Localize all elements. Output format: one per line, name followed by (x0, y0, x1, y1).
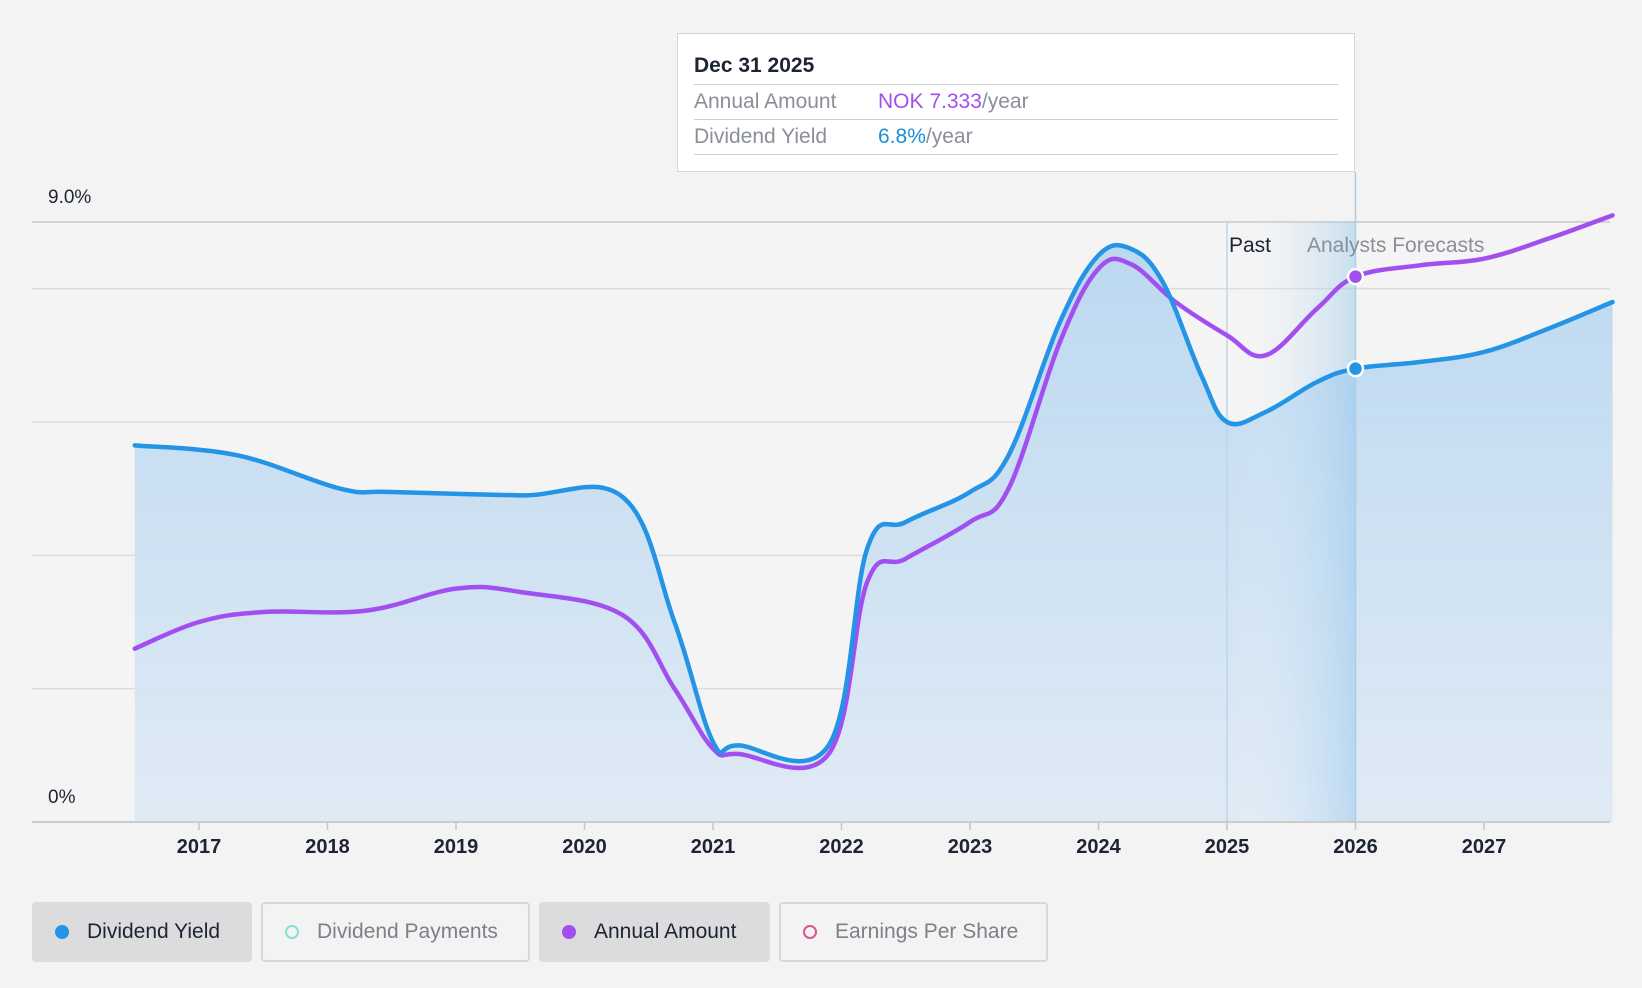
legend-label: Earnings Per Share (835, 920, 1019, 943)
tooltip-label: Annual Amount (694, 90, 837, 113)
legend-label: Dividend Yield (87, 920, 221, 943)
legend-label: Dividend Payments (317, 920, 498, 943)
x-tick-label: 2027 (1461, 836, 1507, 858)
past-region-label: Past (1229, 234, 1272, 257)
dividend-yield-line (132, 242, 1615, 764)
forecast-region-label: Analysts Forecasts (1307, 234, 1485, 257)
x-tick-label: 2017 (176, 836, 222, 858)
tooltip-value: NOK 7.333 (878, 90, 982, 113)
tooltip-row-annual-amount: Annual Amount NOK 7.333 /year (694, 85, 1338, 120)
tooltip-label: Dividend Yield (694, 125, 828, 148)
annual-amount-line (132, 213, 1615, 771)
legend-dot-icon (55, 925, 69, 939)
x-tick-label: 2020 (562, 836, 607, 858)
tooltip-row-dividend-yield: Dividend Yield 6.8% /year (694, 120, 1338, 155)
x-tick-label: 2023 (947, 836, 993, 858)
chart-tooltip: Dec 31 2025 Annual Amount NOK 7.333 /yea… (677, 33, 1355, 172)
tooltip-value: 6.8% (878, 125, 926, 148)
x-tick-label: 2021 (690, 836, 736, 858)
legend-annual-amount[interactable]: Annual Amount (539, 902, 770, 962)
y-tick-label-max: 9.0% (48, 187, 92, 208)
legend-dividend-yield[interactable]: Dividend Yield (32, 902, 252, 962)
legend-earnings-per-share[interactable]: Earnings Per Share (779, 902, 1048, 962)
tooltip-date: Dec 31 2025 (694, 34, 1338, 85)
legend-dividend-payments[interactable]: Dividend Payments (261, 902, 530, 962)
tooltip-unit: /year (981, 90, 1029, 113)
tooltip-unit: /year (925, 125, 973, 148)
x-tick-label: 2018 (305, 836, 350, 858)
chart-legend: Dividend Yield Dividend Payments Annual … (32, 902, 1048, 962)
x-tick-label: 2024 (1076, 836, 1121, 858)
legend-label: Annual Amount (594, 920, 737, 943)
past-region-band (1227, 222, 1356, 822)
legend-dot-icon (562, 925, 576, 939)
annual-amount-marker (1346, 267, 1365, 286)
x-tick-label: 2019 (433, 836, 479, 858)
legend-ring-icon (803, 925, 817, 939)
y-tick-label-min: 0% (48, 787, 76, 808)
dividend-yield-marker (1346, 359, 1365, 378)
legend-ring-icon (285, 925, 299, 939)
x-tick-label: 2022 (819, 836, 864, 858)
x-tick-label: 2025 (1204, 836, 1250, 858)
x-tick-label: 2026 (1333, 836, 1378, 858)
